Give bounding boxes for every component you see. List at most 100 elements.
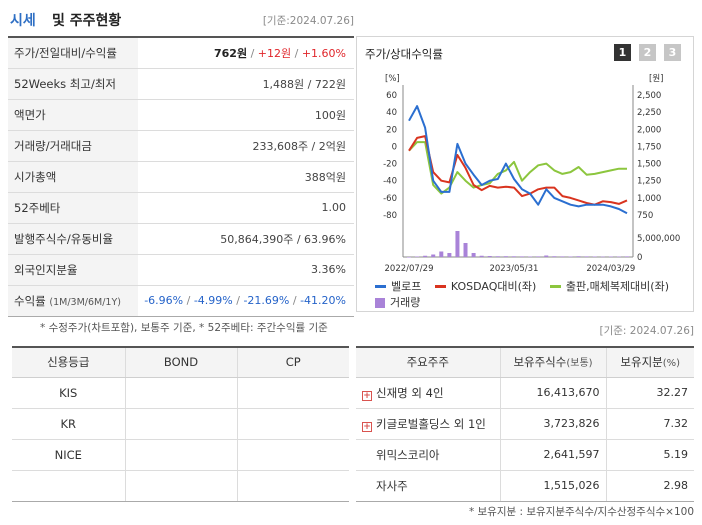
section-header: 시세 및 주주현황 [기준:2024.07.26]	[8, 8, 354, 30]
table-row: 위믹스코리아 2,641,597 5.19	[356, 439, 694, 471]
return-3m: -4.99%	[193, 294, 233, 307]
row-label: 수익률 (1M/3M/6M/1Y)	[8, 285, 138, 317]
ratio-cell: 2.98	[605, 470, 694, 502]
agency-cell	[12, 470, 125, 502]
legend-item-kosdaq[interactable]: KOSDAQ대비(좌)	[434, 279, 536, 295]
table-row: 발행주식수/유동비율 50,864,390주 / 63.96%	[8, 223, 354, 255]
volume-bar	[479, 255, 484, 257]
column-header: CP	[236, 347, 349, 378]
row-label: 52Weeks 최고/최저	[8, 68, 138, 100]
table-row: KIS	[12, 377, 349, 409]
reference-date: [기준:2024.07.26]	[262, 15, 354, 27]
relative-return-chart: [%] [원] 60 40 20 0 -20 -40 -60 -80 2,500 2,250 2,000…	[383, 74, 680, 274]
x-tick-label: 2024/03/29	[586, 264, 635, 274]
expand-plus-icon[interactable]: +	[362, 421, 372, 432]
row-value: 1.00	[138, 192, 354, 224]
cp-cell	[236, 439, 349, 471]
volume-bar	[455, 231, 460, 257]
legend-swatch	[375, 297, 385, 308]
chart-title: 주가/상대수익률	[365, 47, 443, 61]
volume-bar	[511, 256, 516, 257]
holder-name: 키글로벌홀딩스 외 1인	[376, 416, 486, 431]
volume-tick-label: 5,000,000	[637, 234, 680, 244]
shares-cell: 16,413,670	[499, 377, 606, 409]
column-header: 보유지분(%)	[605, 347, 694, 378]
cp-cell	[236, 470, 349, 502]
holder-name-cell: + 키글로벌홀딩스 외 1인	[356, 408, 500, 440]
legend-item-volume[interactable]: 거래량	[375, 295, 420, 311]
separator: /	[291, 46, 302, 60]
holder-name: 신재명 외 4인	[376, 385, 444, 400]
volume-bar	[560, 256, 565, 257]
row-value: 233,608주 / 2억원	[138, 130, 354, 162]
right-tick-label: 2,500	[637, 91, 661, 101]
row-label: 52주베타	[8, 192, 138, 224]
volume-bar	[536, 256, 541, 257]
bond-cell	[124, 408, 237, 440]
credit-rating-table: 신용등급 BOND CP KIS KR NICE	[12, 346, 349, 502]
volume-bar	[608, 256, 613, 257]
cp-cell	[236, 377, 349, 409]
stock-info-table: 주가/전일대비/수익률 762원 / +12원 / +1.60% 52Weeks…	[8, 36, 354, 317]
legend-item-stock[interactable]: 벨로프	[375, 279, 421, 295]
returns-period-label: (1M/3M/6M/1Y)	[49, 296, 121, 308]
bond-cell	[124, 470, 237, 502]
volume-bar	[592, 256, 597, 257]
right-tick-label: 2,250	[637, 108, 661, 118]
table-row: 거래량/거래대금 233,608주 / 2억원	[8, 130, 354, 162]
ratio-cell: 5.19	[605, 439, 694, 471]
right-tick-label: 1,000	[637, 194, 661, 204]
stock-info-note: * 수정주가(차트포함), 보통주 기준, * 52주베타: 주간수익률 기준	[40, 322, 328, 334]
table-row: NICE	[12, 439, 349, 471]
return-1m: -6.96%	[144, 294, 184, 307]
shares-cell: 2,641,597	[499, 439, 606, 471]
column-header: 주요주주	[356, 347, 500, 378]
section-title: 및 주주현황	[52, 13, 122, 29]
volume-bar	[584, 256, 589, 257]
column-header: 신용등급	[12, 347, 125, 378]
return-6m: -21.69%	[243, 294, 290, 307]
volume-bar	[503, 256, 508, 257]
chart-tab-1[interactable]: 1	[614, 44, 631, 61]
table-row: + 신재명 외 4인 16,413,670 32.27	[356, 377, 694, 409]
column-header: 보유주식수(보통)	[499, 347, 606, 378]
agency-cell: KR	[12, 408, 125, 440]
right-tick-label: 750	[637, 211, 653, 221]
volume-bar	[439, 251, 444, 257]
row-value: 100원	[138, 99, 354, 131]
price-change-value: 762원 / +12원 / +1.60%	[138, 37, 354, 69]
volume-bar	[431, 254, 436, 257]
chart-tab-2[interactable]: 2	[639, 44, 656, 61]
volume-bar	[520, 256, 525, 257]
major-shareholders-table: 주요주주 보유주식수(보통) 보유지분(%) + 신재명 외 4인 16,413,…	[356, 346, 694, 502]
volume-bar	[625, 256, 629, 257]
volume-bar	[423, 255, 428, 257]
agency-cell: NICE	[12, 439, 125, 471]
left-tick-label: 60	[386, 91, 397, 101]
return-1y: -41.20%	[300, 294, 346, 307]
separator: /	[183, 294, 194, 307]
row-value: 1,488원 / 722원	[138, 68, 354, 100]
expand-plus-icon[interactable]: +	[362, 390, 372, 401]
volume-bar	[528, 256, 533, 257]
reference-date-2: [기준: 2024.07.26]	[599, 325, 694, 337]
shares-cell: 3,723,826	[499, 408, 606, 440]
spacer	[362, 450, 372, 460]
left-tick-label: -80	[383, 211, 397, 221]
chart-tab-3[interactable]: 3	[664, 44, 681, 61]
legend-item-sector[interactable]: 출판,매체복제대비(좌)	[549, 279, 670, 295]
row-label: 거래량/거래대금	[8, 130, 138, 162]
series-line-3	[408, 141, 627, 195]
separator: /	[247, 46, 258, 60]
legend-swatch	[375, 285, 386, 288]
table-row: 52Weeks 최고/최저 1,488원 / 722원	[8, 68, 354, 100]
column-header: BOND	[124, 347, 237, 378]
left-tick-label: -20	[383, 160, 397, 170]
volume-bar	[495, 256, 500, 257]
legend-label: 출판,매체복제대비(좌)	[565, 279, 670, 293]
separator: /	[232, 294, 244, 307]
table-row: 시가총액 388억원	[8, 161, 354, 193]
ratio-cell: 7.32	[605, 408, 694, 440]
volume-bar	[544, 255, 549, 257]
volume-bar	[552, 256, 557, 257]
